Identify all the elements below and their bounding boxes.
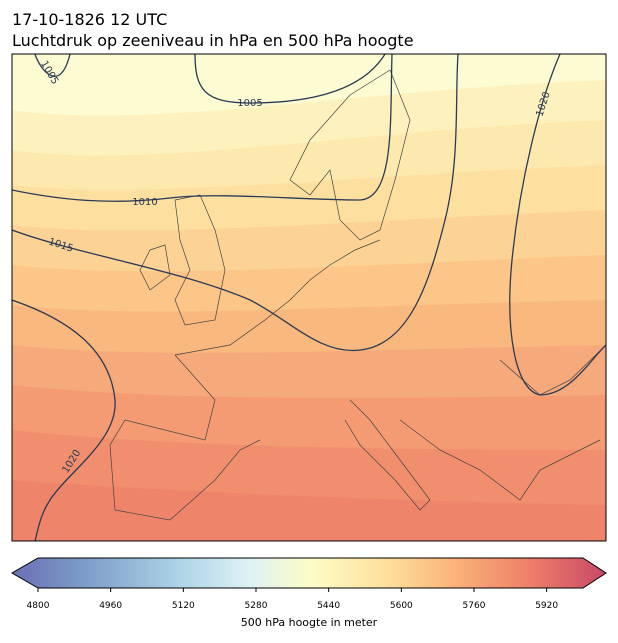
colorbar-tick-label: 5280: [245, 601, 268, 611]
colorbar-tick-label: 5440: [317, 601, 340, 611]
title-line1: 17-10-1826 12 UTC: [12, 10, 167, 29]
colorbar-tick-label: 5120: [172, 601, 195, 611]
colorbar-label: 500 hPa hoogte in meter: [241, 616, 378, 629]
colorbar-tick-label: 5600: [390, 601, 413, 611]
title-line2: Luchtdruk op zeeniveau in hPa en 500 hPa…: [12, 31, 414, 50]
colorbar: [10, 557, 607, 589]
colorbar-body: [10, 557, 607, 589]
colorbar-tick-label: 4960: [99, 601, 122, 611]
map-frame: [11, 53, 607, 542]
colorbar-tick-label: 5760: [463, 601, 486, 611]
colorbar-tick-label: 5920: [535, 601, 558, 611]
contour-label: 1010: [132, 197, 157, 208]
colorbar-tick-label: 4800: [27, 601, 50, 611]
contour-label: 1005: [237, 98, 262, 109]
map: [12, 54, 606, 541]
